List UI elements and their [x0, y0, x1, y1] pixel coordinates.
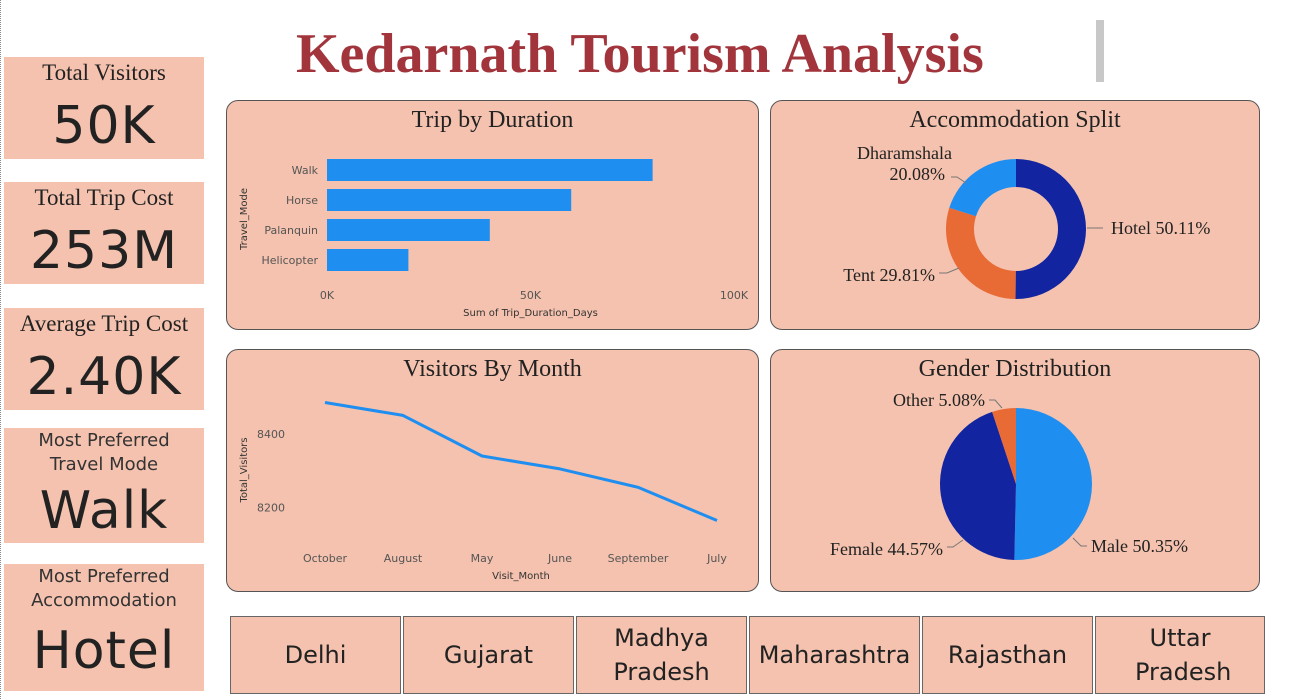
trip-by-duration-panel: Trip by Duration Walk Horse Palanquin Helic… — [226, 100, 759, 330]
kpi-label-line1: Most Preferred — [38, 430, 170, 451]
kpi-value: 253M — [29, 221, 179, 281]
x-tick-label: June — [547, 552, 572, 565]
kpi-preferred-accommodation: Most Preferred Accommodation Hotel — [4, 564, 204, 691]
y-tick-label: 8200 — [257, 502, 285, 515]
chart-title: Accommodation Split — [909, 107, 1121, 133]
kpi-label-line2: Accommodation — [31, 590, 177, 611]
slice-male — [1014, 408, 1092, 560]
category-label: Palanquin — [264, 224, 318, 237]
visitors-by-month-chart: October August May June September July 8200 840… — [239, 401, 727, 582]
slicer-label: Delhi — [284, 641, 347, 669]
slice-dharamshala — [949, 159, 1016, 217]
accommodation-split-panel: Accommodation Split Hotel 50.11% Tent 29.… — [770, 100, 1260, 330]
kpi-value: Hotel — [32, 621, 176, 681]
slice-label-dharamshala-pct: 20.08% — [890, 164, 946, 184]
leader-line-other — [989, 399, 1003, 409]
page-title: Kedarnath Tourism Analysis — [296, 23, 984, 85]
slicer-state-rajasthan[interactable]: Rajasthan — [922, 616, 1093, 694]
left-dotted-border — [0, 0, 1, 699]
x-tick-label: October — [303, 552, 347, 565]
slice-female — [940, 411, 1016, 560]
kpi-value: Walk — [39, 481, 169, 541]
kpi-label: Average Trip Cost — [19, 311, 189, 336]
x-tick-label: August — [384, 552, 423, 565]
y-axis-title: Total_Visitors — [239, 437, 250, 503]
bar-palanquin — [327, 219, 490, 241]
bar-helicopter — [327, 249, 409, 271]
category-label: Walk — [292, 164, 319, 177]
slicer-state-uttar-pradesh[interactable]: Uttar Pradesh — [1095, 616, 1265, 694]
slice-other — [992, 408, 1016, 484]
chart-title: Trip by Duration — [411, 107, 574, 133]
slicer-label: Rajasthan — [947, 641, 1068, 669]
slice-label-other: Other 5.08% — [893, 390, 985, 410]
kpi-average-trip-cost: Average Trip Cost 2.40K — [4, 308, 204, 410]
slice-label-hotel: Hotel 50.11% — [1111, 218, 1210, 238]
leader-line-female — [947, 539, 964, 548]
slicer-label: Uttar Pradesh — [1135, 624, 1232, 686]
gender-distribution-chart: Male 50.35% Female 44.57% Other 5.08% — [830, 390, 1188, 560]
slicer-state-maharashtra[interactable]: Maharashtra — [749, 616, 920, 694]
series-line — [324, 401, 718, 522]
chart-title: Visitors By Month — [403, 356, 582, 382]
x-tick-label: September — [608, 552, 669, 565]
category-label: Helicopter — [261, 254, 318, 267]
kpi-total-trip-cost: Total Trip Cost 253M — [4, 182, 204, 284]
kpi-value: 50K — [52, 96, 156, 156]
slice-tent — [946, 207, 1016, 299]
trip-by-duration-chart: Walk Horse Palanquin Helicopter 0K 50K 100K Sum… — [239, 159, 749, 319]
x-tick-label: July — [706, 552, 727, 565]
slicer-label: Maharashtra — [758, 641, 911, 669]
x-axis-title: Visit_Month — [492, 571, 550, 582]
slicer-state-gujarat[interactable]: Gujarat — [403, 616, 574, 694]
slice-label-male: Male 50.35% — [1091, 536, 1188, 556]
x-tick-label: May — [471, 552, 494, 565]
x-tick-label: 0K — [320, 289, 335, 302]
slicer-label: Madhya Pradesh — [613, 624, 710, 686]
kpi-label-line1: Most Preferred — [38, 566, 170, 587]
x-tick-label: 100K — [720, 289, 749, 302]
x-tick-label: 50K — [520, 289, 542, 302]
kpi-label: Total Trip Cost — [34, 185, 174, 210]
leader-line-male — [1072, 537, 1087, 547]
bar-walk — [327, 159, 653, 181]
bar-horse — [327, 189, 572, 211]
category-label: Horse — [286, 194, 318, 207]
leader-line-tent — [939, 267, 960, 274]
x-axis-title: Sum of Trip_Duration_Days — [463, 308, 598, 319]
kpi-preferred-travel-mode: Most Preferred Travel Mode Walk — [4, 428, 204, 543]
slice-label-dharamshala: Dharamshala — [857, 143, 952, 163]
y-axis-title: Travel_Mode — [239, 188, 250, 251]
slicer-label: Gujarat — [443, 641, 534, 669]
kpi-value: 2.40K — [26, 347, 182, 407]
leader-line-dharamshala — [951, 176, 967, 184]
kpi-total-visitors: Total Visitors 50K — [4, 57, 204, 159]
slice-label-tent: Tent 29.81% — [843, 265, 935, 285]
kpi-label-line2: Travel Mode — [49, 454, 159, 475]
kpi-label: Total Visitors — [42, 60, 166, 85]
chart-title: Gender Distribution — [918, 356, 1112, 382]
title-divider — [1096, 20, 1104, 82]
slicer-state-delhi[interactable]: Delhi — [230, 616, 401, 694]
slice-hotel — [1015, 159, 1087, 299]
y-tick-label: 8400 — [257, 428, 285, 441]
slicer-state-madhya-pradesh[interactable]: Madhya Pradesh — [576, 616, 747, 694]
slice-label-female: Female 44.57% — [830, 539, 943, 559]
visitors-by-month-panel: Visitors By Month October August May June Se… — [226, 349, 759, 592]
gender-distribution-panel: Gender Distribution Male 50.35% Female 44… — [770, 349, 1260, 592]
